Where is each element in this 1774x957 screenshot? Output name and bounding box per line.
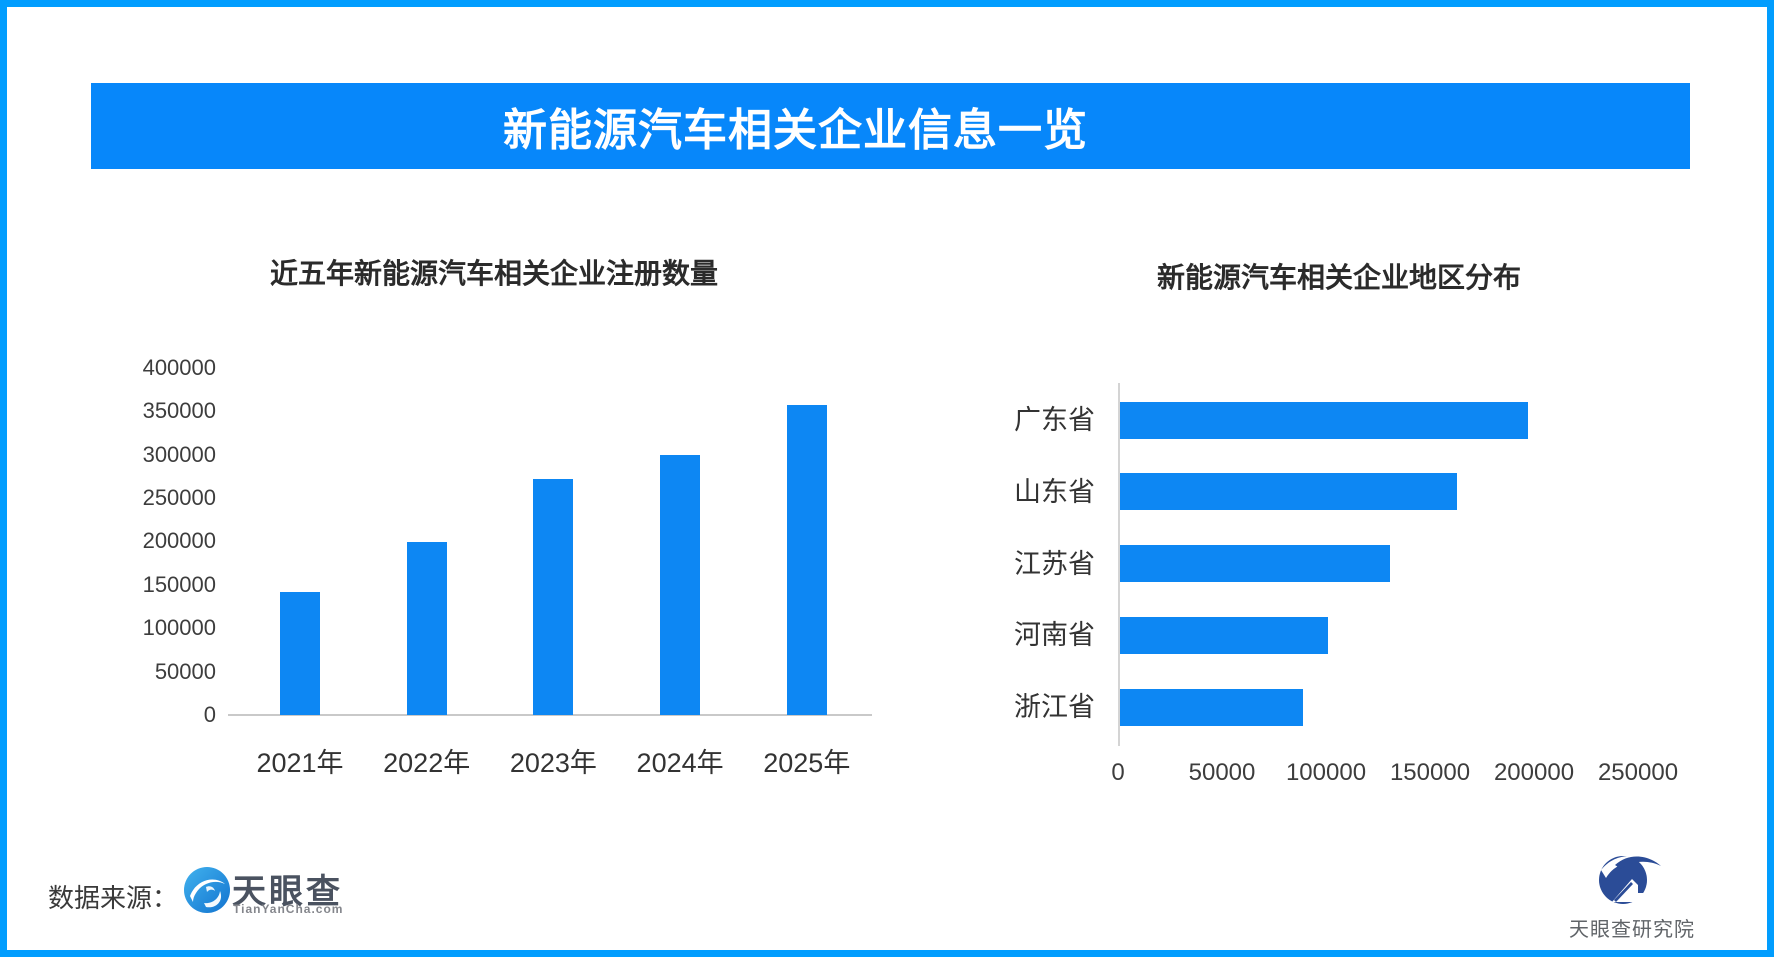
bar-2023年: [533, 478, 574, 715]
x-axis-category-label: 2024年: [636, 748, 724, 778]
bar-河南省: [1120, 616, 1328, 654]
y-axis-line: [1118, 383, 1120, 746]
y-axis-category-label: 山东省: [1014, 476, 1095, 507]
y-axis-tick-label: 350000: [142, 398, 216, 424]
registrations-chart-title: 近五年新能源汽车相关企业注册数量: [269, 258, 718, 289]
y-axis-tick-label: 250000: [142, 485, 216, 510]
x-axis-tick-label: 150000: [1389, 759, 1471, 786]
bar-2021年: [280, 591, 320, 715]
tianyancha-logo-domain: TianYanCha.com: [233, 902, 344, 916]
y-axis-tick-label: 400000: [142, 354, 216, 380]
bar-山东省: [1120, 473, 1457, 511]
y-axis-category-label: 浙江省: [1014, 692, 1095, 722]
x-axis-line: [228, 714, 872, 716]
y-axis-tick-label: 200000: [142, 528, 216, 554]
x-axis-tick-label: 100000: [1285, 759, 1367, 786]
bar-江苏省: [1120, 545, 1391, 582]
research-institute-logo-icon: [1599, 855, 1661, 904]
tianyancha-logo-name: 天眼查: [232, 873, 343, 911]
bar-浙江省: [1120, 688, 1304, 726]
x-axis-tick-label: 250000: [1597, 759, 1679, 786]
bar-广东省: [1120, 401, 1528, 439]
y-axis-tick-label: 300000: [142, 441, 216, 467]
y-axis-tick-label: 0: [203, 702, 216, 727]
x-axis-category-label: 2025年: [763, 748, 851, 778]
data-source-label: 数据来源：: [48, 883, 179, 913]
page-title: 新能源汽车相关企业信息一览: [503, 106, 1088, 155]
y-axis-tick-label: 50000: [154, 658, 216, 684]
x-axis-category-label: 2023年: [509, 748, 597, 778]
y-axis-tick-label: 150000: [142, 571, 216, 597]
x-axis-tick-label: 50000: [1188, 759, 1256, 786]
y-axis-category-label: 河南省: [1014, 620, 1095, 651]
x-axis-tick-label: 0: [1111, 759, 1125, 786]
title-banner: 新能源汽车相关企业信息一览: [91, 83, 1690, 169]
x-axis-tick-label: 200000: [1493, 759, 1575, 786]
bar-2024年: [660, 454, 701, 715]
tianyancha-logo-icon: [184, 867, 230, 913]
bar-2022年: [406, 542, 447, 715]
regions-chart-title: 新能源汽车相关企业地区分布: [1156, 262, 1521, 293]
y-axis-category-label: 广东省: [1014, 405, 1095, 435]
y-axis-tick-label: 100000: [142, 615, 216, 641]
research-institute-label: 天眼查研究院: [1569, 919, 1695, 941]
x-axis-category-label: 2022年: [383, 748, 471, 778]
y-axis-category-label: 江苏省: [1014, 548, 1095, 579]
bar-2025年: [786, 405, 827, 715]
x-axis-category-label: 2021年: [256, 748, 344, 778]
